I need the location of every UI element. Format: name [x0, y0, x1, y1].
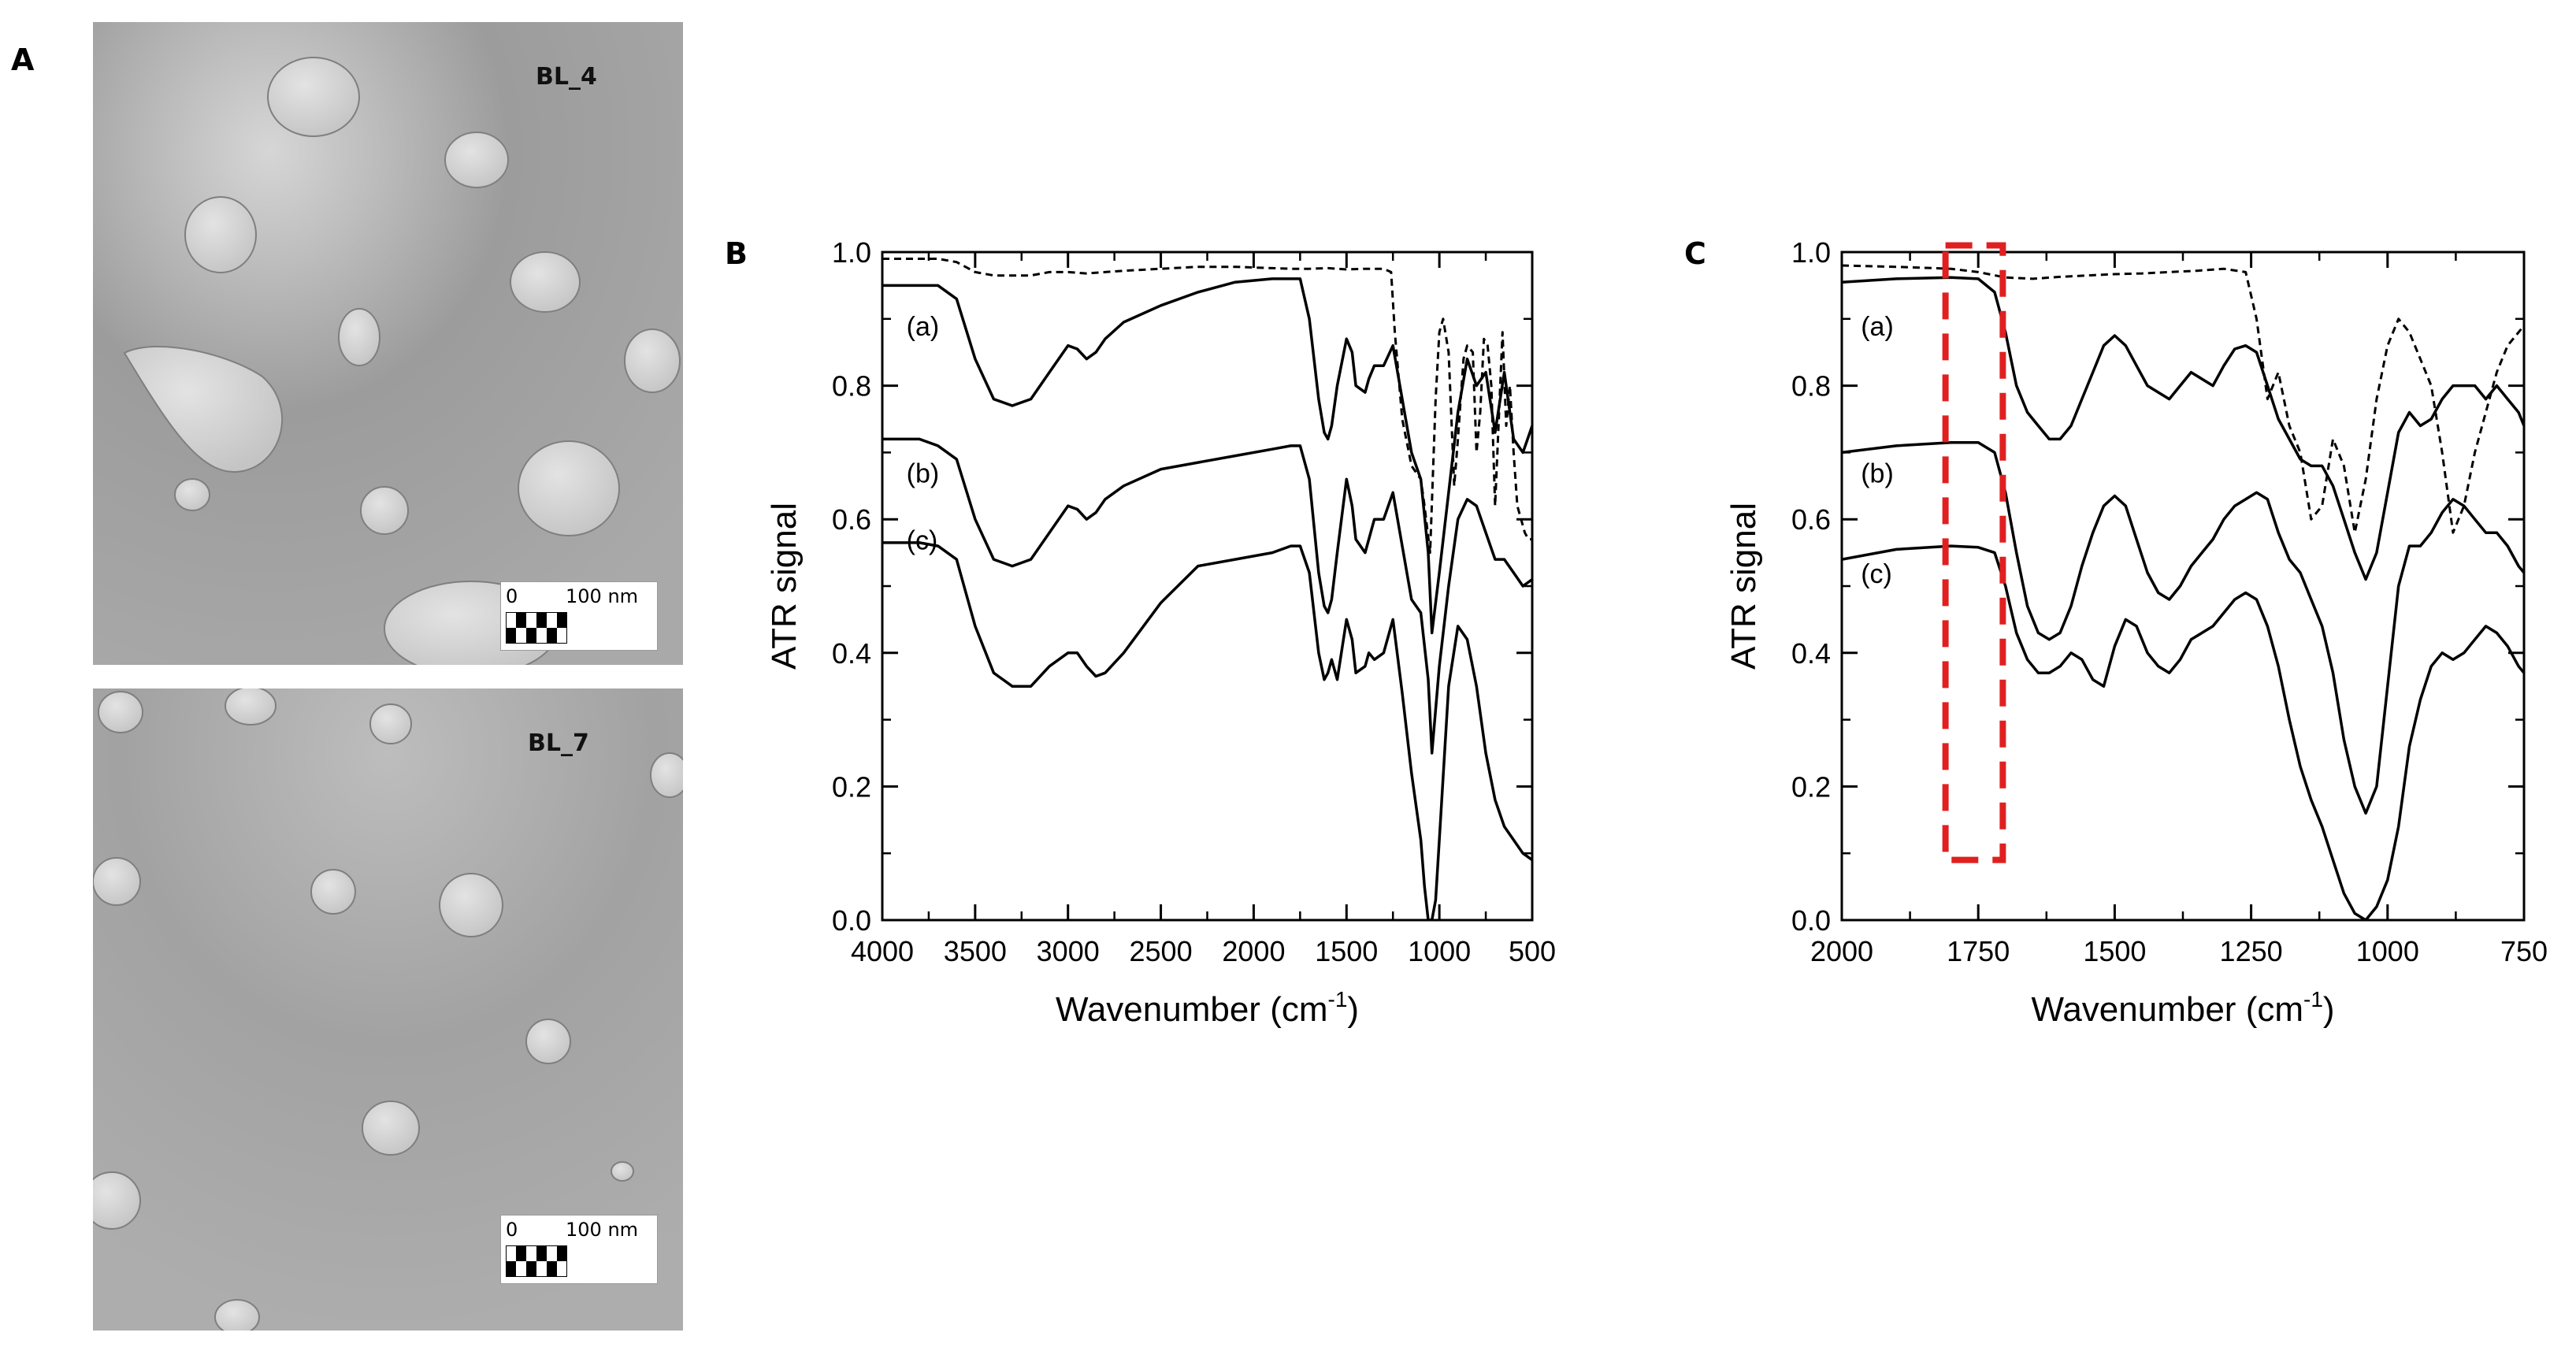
x-axis-label: Wavenumber (cm-1)	[2031, 987, 2334, 1029]
x-tick-label: 2000	[1222, 935, 1285, 967]
scale-bar-zero: 0	[506, 1219, 518, 1241]
panel-c-letter: C	[1684, 236, 1706, 271]
chart-b: 4000 3500 3000 2500 2000 1500 1000 500 0.0 0.2 0.4…	[765, 236, 1556, 1029]
highlight-box	[1942, 242, 2006, 863]
curve-label: (a)	[1861, 312, 1894, 342]
scale-bar-ruler	[506, 612, 567, 644]
panel-a-letter: A	[11, 43, 35, 77]
scale-bar-bl4: 0 100 nm	[500, 581, 658, 651]
micrograph-bl7-label: BL_7	[528, 729, 589, 757]
y-tick-label: 0.0	[832, 904, 871, 937]
x-tick-label: 1000	[2356, 935, 2419, 967]
series-line-a	[1842, 276, 2524, 581]
y-tick-label: 1.0	[1791, 236, 1831, 269]
curve-label: (b)	[907, 459, 940, 489]
scale-bar-length: 100 nm	[566, 585, 639, 607]
micrograph-bl4: BL_4 0 100 nm	[93, 22, 683, 665]
y-axis-label: ATR signal	[765, 503, 804, 670]
y-tick-label: 0.4	[1791, 637, 1831, 670]
series-line-c	[882, 541, 1532, 920]
y-tick-label: 0.6	[832, 503, 871, 536]
scale-bar-length: 100 nm	[566, 1219, 639, 1241]
series-line-reference	[1842, 264, 2524, 534]
micrograph-bl4-label: BL_4	[536, 63, 597, 91]
y-tick-label: 0.8	[832, 370, 871, 403]
x-tick-label: 4000	[851, 935, 914, 967]
x-tick-label: 3000	[1037, 935, 1100, 967]
x-tick-label: 2000	[1810, 935, 1873, 967]
y-axis-label: ATR signal	[1724, 503, 1763, 670]
y-tick-label: 0.2	[1791, 770, 1831, 803]
x-tick-label: 1250	[2220, 935, 2283, 967]
series-line-reference	[882, 258, 1532, 555]
series-line-b	[882, 437, 1532, 755]
chart-c: 2000 1750 1500 1250 1000 750 0.0 0.2 0.4 0.6 0.8 1.…	[1724, 236, 2548, 1029]
curve-label: (a)	[907, 312, 940, 342]
x-tick-label: 500	[1509, 935, 1556, 967]
x-tick-label: 1750	[1947, 935, 2010, 967]
y-tick-label: 0.8	[1791, 370, 1831, 403]
scale-bar-ruler	[506, 1245, 567, 1277]
x-axis-label: Wavenumber (cm-1)	[1056, 987, 1359, 1029]
y-tick-label: 0.4	[832, 637, 871, 670]
series-line-a	[882, 277, 1532, 635]
x-tick-label: 3500	[944, 935, 1007, 967]
plot-frame	[881, 251, 1534, 922]
x-tick-label: 750	[2500, 935, 2548, 967]
x-tick-label: 2500	[1130, 935, 1193, 967]
y-tick-label: 0.0	[1791, 904, 1831, 937]
scale-bar-zero: 0	[506, 585, 518, 607]
panel-b-letter: B	[725, 236, 748, 271]
x-tick-label: 1000	[1408, 935, 1471, 967]
series-line-b	[1842, 440, 2524, 815]
curve-label: (c)	[907, 525, 938, 555]
y-tick-label: 0.6	[1791, 503, 1831, 536]
series-line-c	[1842, 544, 2524, 920]
y-tick-label: 0.2	[832, 770, 871, 803]
micrograph-bl7: BL_7 0 100 nm	[93, 688, 683, 1331]
scale-bar-bl7: 0 100 nm	[500, 1215, 658, 1284]
y-tick-label: 1.0	[832, 236, 871, 269]
x-tick-label: 1500	[1315, 935, 1378, 967]
curve-label: (c)	[1861, 559, 1892, 589]
curve-label: (b)	[1861, 459, 1894, 489]
x-tick-label: 1500	[2083, 935, 2146, 967]
